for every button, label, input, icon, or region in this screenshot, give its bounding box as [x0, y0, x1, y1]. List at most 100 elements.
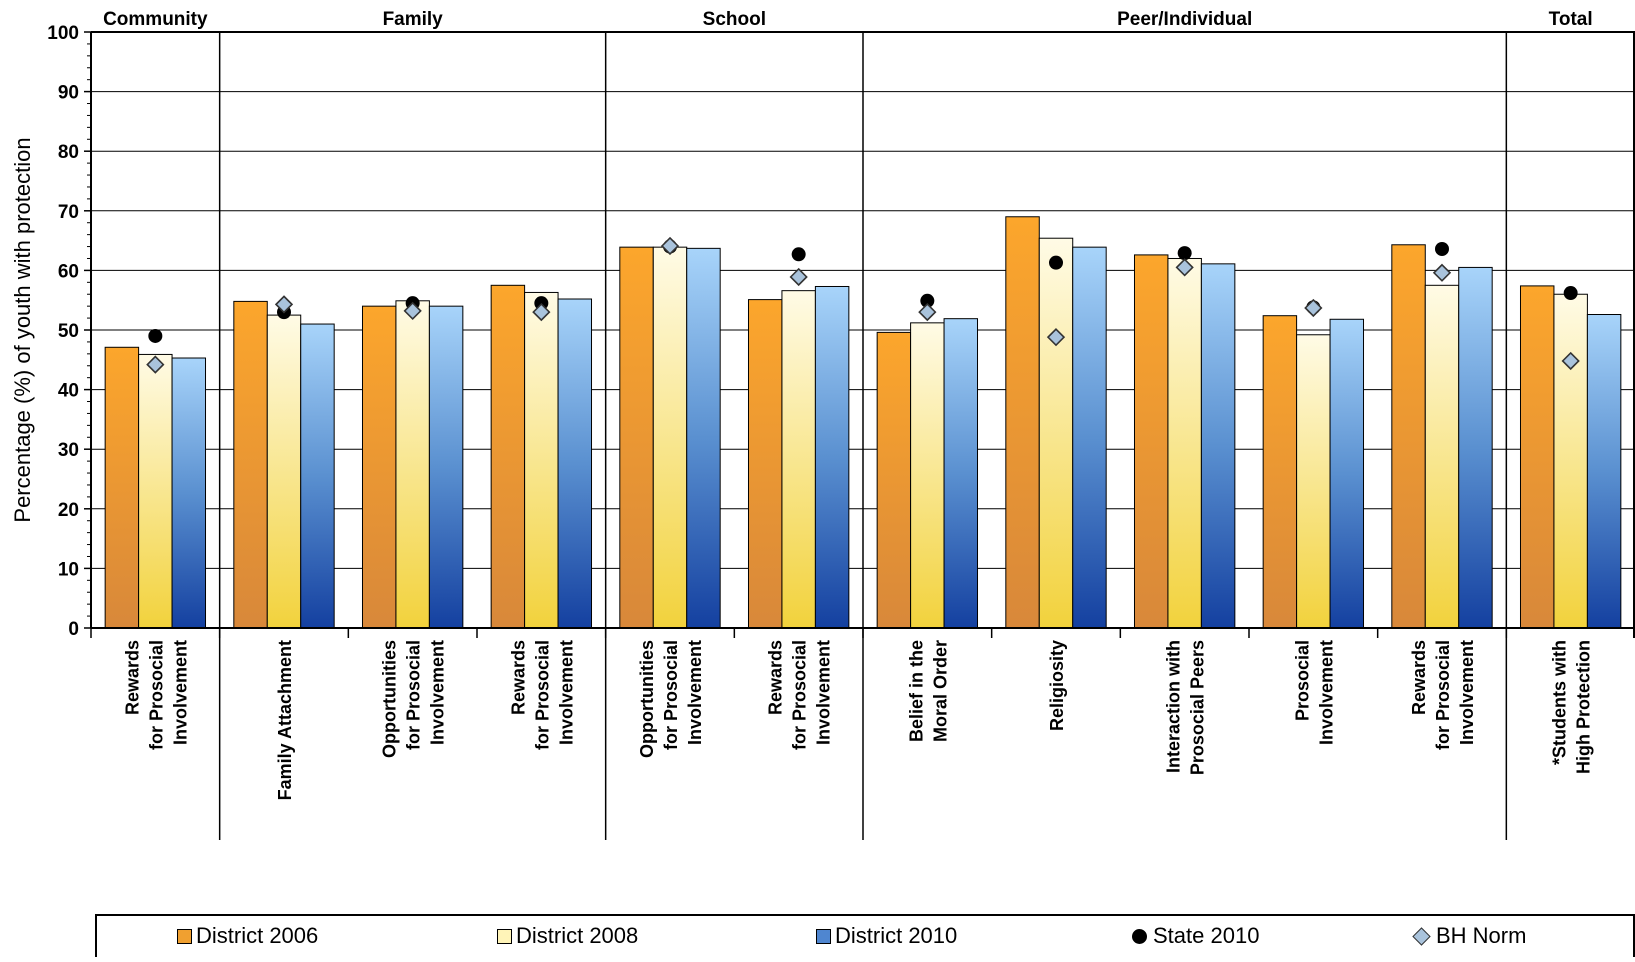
x-tick-label: High Protection — [1574, 640, 1594, 774]
marker-state-2010 — [1177, 246, 1192, 261]
x-tick-label: Rewards — [766, 640, 786, 715]
marker-bh-norm — [789, 267, 808, 287]
group-label: School — [703, 9, 766, 30]
bar-district-2008 — [266, 314, 302, 629]
y-tick-label: 30 — [58, 440, 79, 461]
bar-district-2008 — [652, 246, 688, 629]
marker-bh-norm — [918, 302, 937, 322]
bar-district-2006 — [104, 346, 140, 629]
bar-district-2008 — [1296, 334, 1331, 629]
bar-district-2006 — [233, 300, 268, 629]
marker-state-2010 — [791, 247, 806, 262]
bar-district-2008 — [524, 291, 559, 629]
y-tick-label: 50 — [58, 321, 79, 342]
y-axis-title: Percentage (%) of youth with protection — [10, 137, 35, 522]
group-label: Total — [1549, 9, 1593, 30]
legend-label-district-2010: District 2010 — [835, 923, 958, 948]
x-tick-label: Rewards — [122, 640, 142, 715]
x-tick-label: for Prosocial — [661, 640, 681, 750]
bar-district-2010 — [1072, 246, 1107, 629]
x-tick-label: Involvement — [814, 640, 834, 745]
bar-district-2010 — [171, 357, 207, 629]
y-tick-label: 100 — [47, 23, 79, 44]
y-tick-label: 60 — [58, 261, 79, 282]
y-tick-label: 0 — [68, 619, 79, 640]
x-tick-label: Rewards — [508, 640, 528, 715]
y-tick-label: 80 — [58, 142, 79, 163]
marker-state-2010 — [1563, 286, 1578, 301]
marker-bh-norm — [274, 295, 294, 314]
bar-district-2010 — [943, 318, 979, 629]
marker-bh-norm — [532, 302, 551, 322]
x-tick-label: Moral Order — [930, 640, 950, 742]
legend-label-district-2008: District 2008 — [516, 923, 639, 948]
marker-bh-norm — [1046, 328, 1066, 347]
bar-district-2006 — [619, 246, 654, 629]
group-label: Family — [383, 9, 444, 30]
legend-diamond-bh-norm — [1412, 926, 1431, 946]
marker-bh-norm — [1561, 351, 1580, 371]
bar-district-2008 — [138, 353, 173, 629]
legend-item-district-2008: District 2008 — [497, 922, 638, 950]
bar-district-2006 — [1519, 285, 1555, 629]
bar-district-2010 — [1200, 263, 1236, 629]
legend-item-bh-norm: BH Norm — [1411, 922, 1526, 950]
bar-district-2008 — [1424, 284, 1460, 629]
bar-district-2010 — [557, 298, 593, 629]
x-tick-label: Opportunities — [380, 640, 400, 758]
y-tick-label: 90 — [58, 83, 79, 104]
marker-bh-norm — [403, 301, 422, 321]
bar-district-2008 — [910, 322, 945, 629]
x-tick-label: Family Attachment — [275, 640, 295, 800]
bar-district-2010 — [300, 323, 335, 629]
group-label: Peer/Individual — [1117, 9, 1252, 30]
x-tick-label: Interaction with — [1164, 640, 1184, 773]
legend-label-state-2010: State 2010 — [1153, 923, 1260, 948]
bar-district-2006 — [1005, 216, 1040, 629]
bar-district-2006 — [361, 305, 397, 629]
bar-district-2006 — [490, 284, 526, 629]
labels: 0 10 20 30 40 50 60 70 80 90 100 Percentage (%) of … — [10, 9, 1594, 800]
marker-bh-norm — [1432, 263, 1452, 282]
bar-district-2006 — [1133, 254, 1169, 629]
y-tick-label: 70 — [58, 202, 79, 223]
x-tick-label: for Prosocial — [532, 640, 552, 750]
legend-label-district-2006: District 2006 — [196, 923, 319, 948]
bar-district-2010 — [428, 305, 464, 629]
x-tick-label: for Prosocial — [1433, 640, 1453, 750]
y-tick-label: 40 — [58, 381, 79, 402]
bar-district-2010 — [1586, 314, 1622, 629]
y-tick-label: 10 — [58, 559, 79, 580]
legend-item-state-2010: State 2010 — [1132, 922, 1259, 950]
y-tick-label: 20 — [58, 500, 79, 521]
bar-district-2008 — [1553, 293, 1588, 629]
marker-state-2010 — [920, 293, 935, 308]
x-tick-label: Religiosity — [1047, 640, 1067, 731]
x-tick-label: Prosocial — [1292, 640, 1312, 721]
x-tick-label: Opportunities — [637, 640, 657, 758]
legend: District 2006 District 2008 District 201… — [95, 914, 1635, 957]
x-tick-label: Prosocial Peers — [1188, 640, 1208, 775]
x-tick-label: for Prosocial — [790, 640, 810, 750]
bar-district-2006 — [876, 331, 912, 629]
legend-label-bh-norm: BH Norm — [1436, 923, 1527, 948]
x-tick-label: Involvement — [685, 640, 705, 745]
bar-district-2008 — [781, 290, 816, 629]
marker-bh-norm — [660, 236, 680, 256]
bar-district-2008 — [1167, 257, 1202, 629]
x-tick-label: Rewards — [1409, 640, 1429, 715]
marker-state-2010 — [1049, 255, 1063, 270]
marker-state-2010 — [148, 328, 163, 343]
legend-item-district-2006: District 2006 — [177, 922, 318, 950]
x-tick-label: Belief in the — [906, 640, 926, 742]
legend-swatch-district-2008 — [497, 928, 512, 944]
bar-district-2008 — [1038, 237, 1074, 629]
bar-district-2010 — [686, 247, 721, 629]
markers — [146, 236, 1580, 374]
x-tick-label: *Students with — [1550, 640, 1570, 765]
x-tick-label: Involvement — [170, 640, 190, 745]
group-label: Community — [103, 9, 208, 30]
bar-district-2010 — [1329, 318, 1365, 629]
